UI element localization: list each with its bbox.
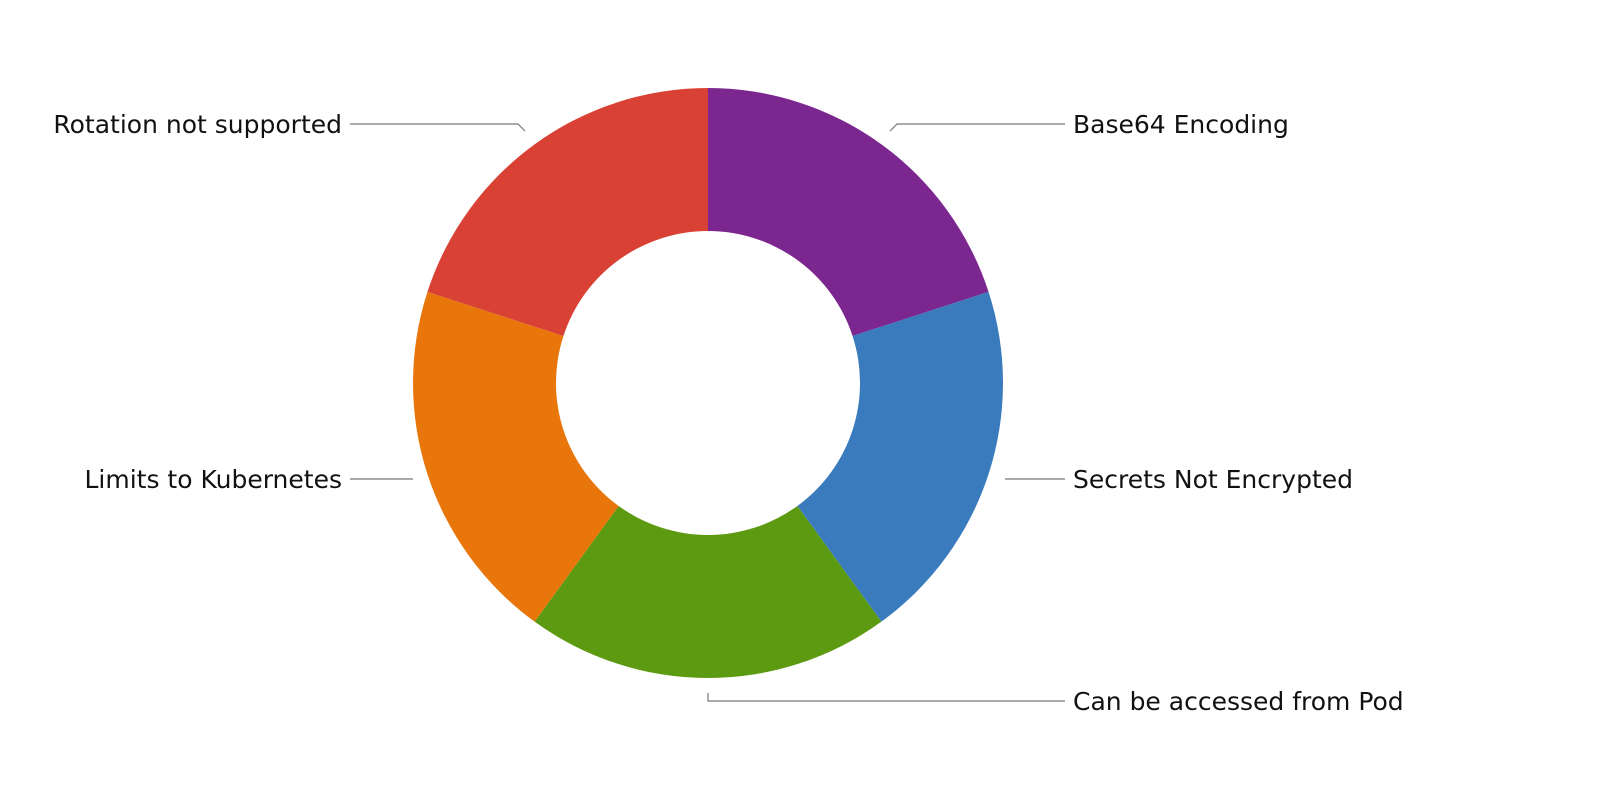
donut-slice bbox=[534, 505, 882, 679]
leader-line bbox=[889, 123, 1065, 132]
slice-label: Rotation not supported bbox=[53, 110, 342, 139]
leader-line bbox=[350, 123, 526, 132]
slice-label: Secrets Not Encrypted bbox=[1073, 465, 1353, 494]
slice-label: Can be accessed from Pod bbox=[1073, 687, 1404, 716]
slice-label: Base64 Encoding bbox=[1073, 110, 1289, 139]
donut-slice bbox=[413, 291, 619, 622]
donut-slice bbox=[797, 291, 1003, 622]
donut-slice bbox=[708, 88, 989, 337]
leader-line bbox=[707, 693, 1065, 702]
slice-label: Limits to Kubernetes bbox=[84, 465, 342, 494]
donut-slice bbox=[427, 88, 708, 337]
